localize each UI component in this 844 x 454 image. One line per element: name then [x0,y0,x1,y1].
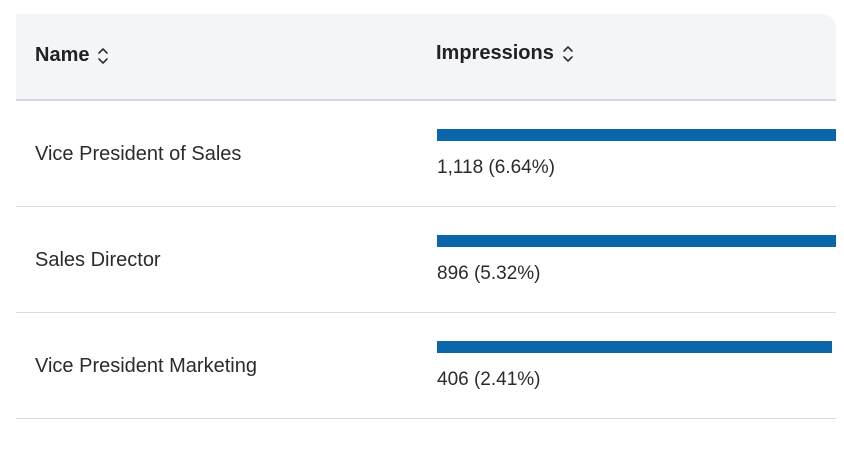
table-header: Name Impressions [16,14,836,101]
column-header-impressions[interactable]: Impressions [436,42,575,65]
table-row: Vice President of Sales 1,118 (6.64%) [16,101,836,207]
impressions-bar [437,129,836,141]
impressions-bar-fill [437,235,836,247]
table-row: Sales Director 896 (5.32%) [16,207,836,313]
impressions-bar [437,235,836,247]
row-impressions-value: 1,118 (6.64%) [437,157,555,178]
impressions-bar [437,341,836,353]
column-header-label: Name [35,44,90,66]
table-row: Vice President Marketing 406 (2.41%) [16,313,836,419]
row-name: Vice President of Sales [35,143,242,165]
column-header-label: Impressions [436,42,554,64]
row-name: Vice President Marketing [35,355,257,377]
row-impressions-value: 406 (2.41%) [437,369,541,390]
sort-updown-icon[interactable] [561,43,575,65]
row-name: Sales Director [35,249,161,271]
impressions-bar-fill [437,129,836,141]
row-impressions-value: 896 (5.32%) [437,263,541,284]
column-header-name[interactable]: Name [35,44,110,67]
impressions-table: Name Impressions Vice President of Sales… [16,14,836,419]
sort-updown-icon[interactable] [96,45,110,67]
impressions-bar-fill [437,341,832,353]
